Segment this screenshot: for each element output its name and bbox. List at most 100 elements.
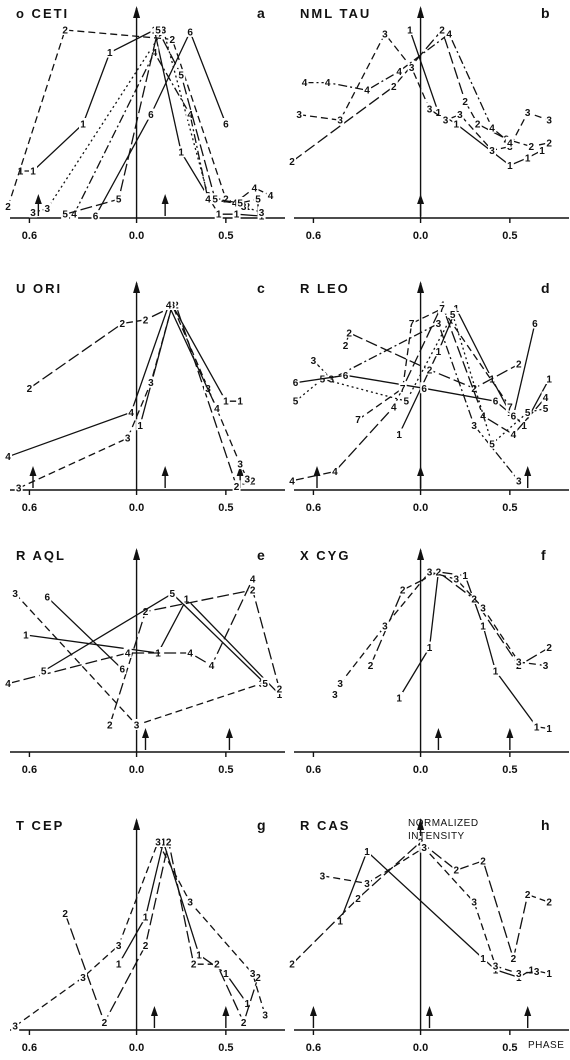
point-backdrop [479, 620, 488, 631]
panel-title-h: R CAS [300, 818, 350, 833]
point-backdrop [248, 474, 257, 486]
data-point-label: 3 [427, 104, 433, 115]
point-backdrop [288, 958, 296, 970]
data-point-label: 5 [237, 198, 243, 209]
phase-marker-arrow-b [417, 194, 425, 204]
point-backdrop [491, 395, 500, 407]
point-backdrop [398, 382, 407, 394]
data-point-label: 1 [489, 375, 495, 386]
data-point-label: 3 [443, 116, 449, 127]
data-point-label: 5 [255, 195, 261, 206]
data-point-label: 1 [534, 722, 540, 733]
point-backdrop [248, 573, 257, 585]
data-point-label: 2 [107, 721, 113, 732]
data-point-label: 7 [409, 319, 415, 330]
data-point-label: 2 [471, 384, 477, 395]
data-point-label: 2 [368, 661, 374, 672]
phase-marker-arrow-d [313, 466, 321, 476]
data-point-label: 2 [5, 202, 11, 213]
point-backdrop [186, 896, 195, 908]
data-point-label: 3 [337, 679, 343, 690]
point-backdrop [248, 967, 257, 979]
point-backdrop [336, 677, 345, 689]
data-point-label: 6 [148, 110, 154, 121]
point-backdrop [336, 914, 345, 926]
data-point-label: 4 [289, 476, 295, 487]
data-point-label: 2 [62, 909, 68, 920]
phase-marker-arrow-d [524, 466, 532, 476]
data-point-label: 2 [525, 890, 531, 901]
data-point-label: 6 [511, 412, 517, 423]
point-backdrop [61, 907, 70, 919]
data-point-label: 3 [245, 474, 251, 485]
phase-marker-arrow-h [426, 1006, 433, 1016]
data-point-label: 3 [457, 110, 463, 121]
data-point-label: 1 [436, 108, 442, 119]
point-backdrop [541, 659, 550, 671]
data-point-label: 7 [439, 304, 445, 315]
point-backdrop [275, 683, 284, 694]
data-point-label: 4 [125, 649, 131, 660]
data-point-label: 2 [343, 341, 349, 352]
data-point-label: 4 [480, 412, 486, 423]
data-point-label: 1 [462, 571, 468, 582]
point-backdrop [114, 193, 123, 205]
panel-a: 0.60.00.5o CETIa111111111222223333334444… [4, 5, 285, 242]
point-backdrop [105, 46, 114, 58]
point-backdrop [189, 958, 198, 970]
point-backdrop [448, 308, 457, 320]
phase-marker-arrow-f [506, 728, 514, 738]
phase-marker-arrow-e [225, 728, 233, 738]
data-point-label: 7 [507, 402, 513, 413]
data-point-label: 1 [396, 694, 402, 705]
point-backdrop [261, 1008, 270, 1020]
point-backdrop [514, 358, 523, 370]
data-point-label: 4 [332, 467, 338, 478]
point-backdrop [420, 841, 429, 853]
data-point-label: 1 [407, 26, 413, 37]
data-point-label: 3 [543, 661, 549, 672]
series-f-3 [334, 571, 546, 695]
point-backdrop [470, 419, 479, 431]
panel-title-f: X CYG [300, 548, 350, 563]
point-backdrop [266, 189, 275, 201]
point-backdrop [441, 114, 450, 126]
data-point-label: 1 [507, 161, 513, 172]
data-point-label: 3 [382, 29, 388, 40]
data-point-label: 5 [178, 71, 184, 82]
series-g-2 [64, 841, 259, 1025]
point-backdrop [452, 864, 461, 876]
series-g-3 [14, 840, 266, 1027]
point-backdrop [186, 25, 195, 37]
data-point-label: 4 [5, 452, 11, 463]
point-backdrop [389, 400, 398, 412]
panel-title-c: U ORI [16, 281, 62, 296]
data-point-label: 4 [214, 404, 220, 415]
point-backdrop [146, 376, 155, 388]
point-backdrop [61, 24, 70, 35]
data-point-label: 1 [546, 969, 552, 980]
point-backdrop [545, 641, 554, 653]
point-backdrop [479, 952, 488, 964]
data-point-label: 1 [480, 622, 486, 633]
data-point-label: 4 [396, 67, 402, 78]
data-point-label: 3 [409, 63, 415, 74]
x-tick-label-h: 0.6 [306, 1042, 321, 1054]
y-axis-arrow-d [417, 281, 425, 293]
data-point-label: 1 [493, 667, 499, 678]
point-backdrop [452, 573, 461, 585]
panel-f: 0.60.00.5X CYGf1111111122222233333333 [294, 547, 569, 776]
data-point-label: 1 [337, 916, 343, 927]
data-point-label: 3 [329, 375, 335, 386]
data-point-label: 1 [161, 838, 167, 849]
data-point-label: 3 [493, 962, 499, 973]
data-point-label: 2 [480, 856, 486, 867]
data-point-label: 2 [234, 482, 240, 493]
data-point-label: 1 [529, 965, 535, 976]
data-point-label: 4 [152, 48, 158, 59]
point-backdrop [11, 587, 20, 599]
point-backdrop [25, 382, 34, 394]
data-point-label: 5 [155, 26, 161, 37]
data-point-label: 2 [289, 157, 295, 168]
